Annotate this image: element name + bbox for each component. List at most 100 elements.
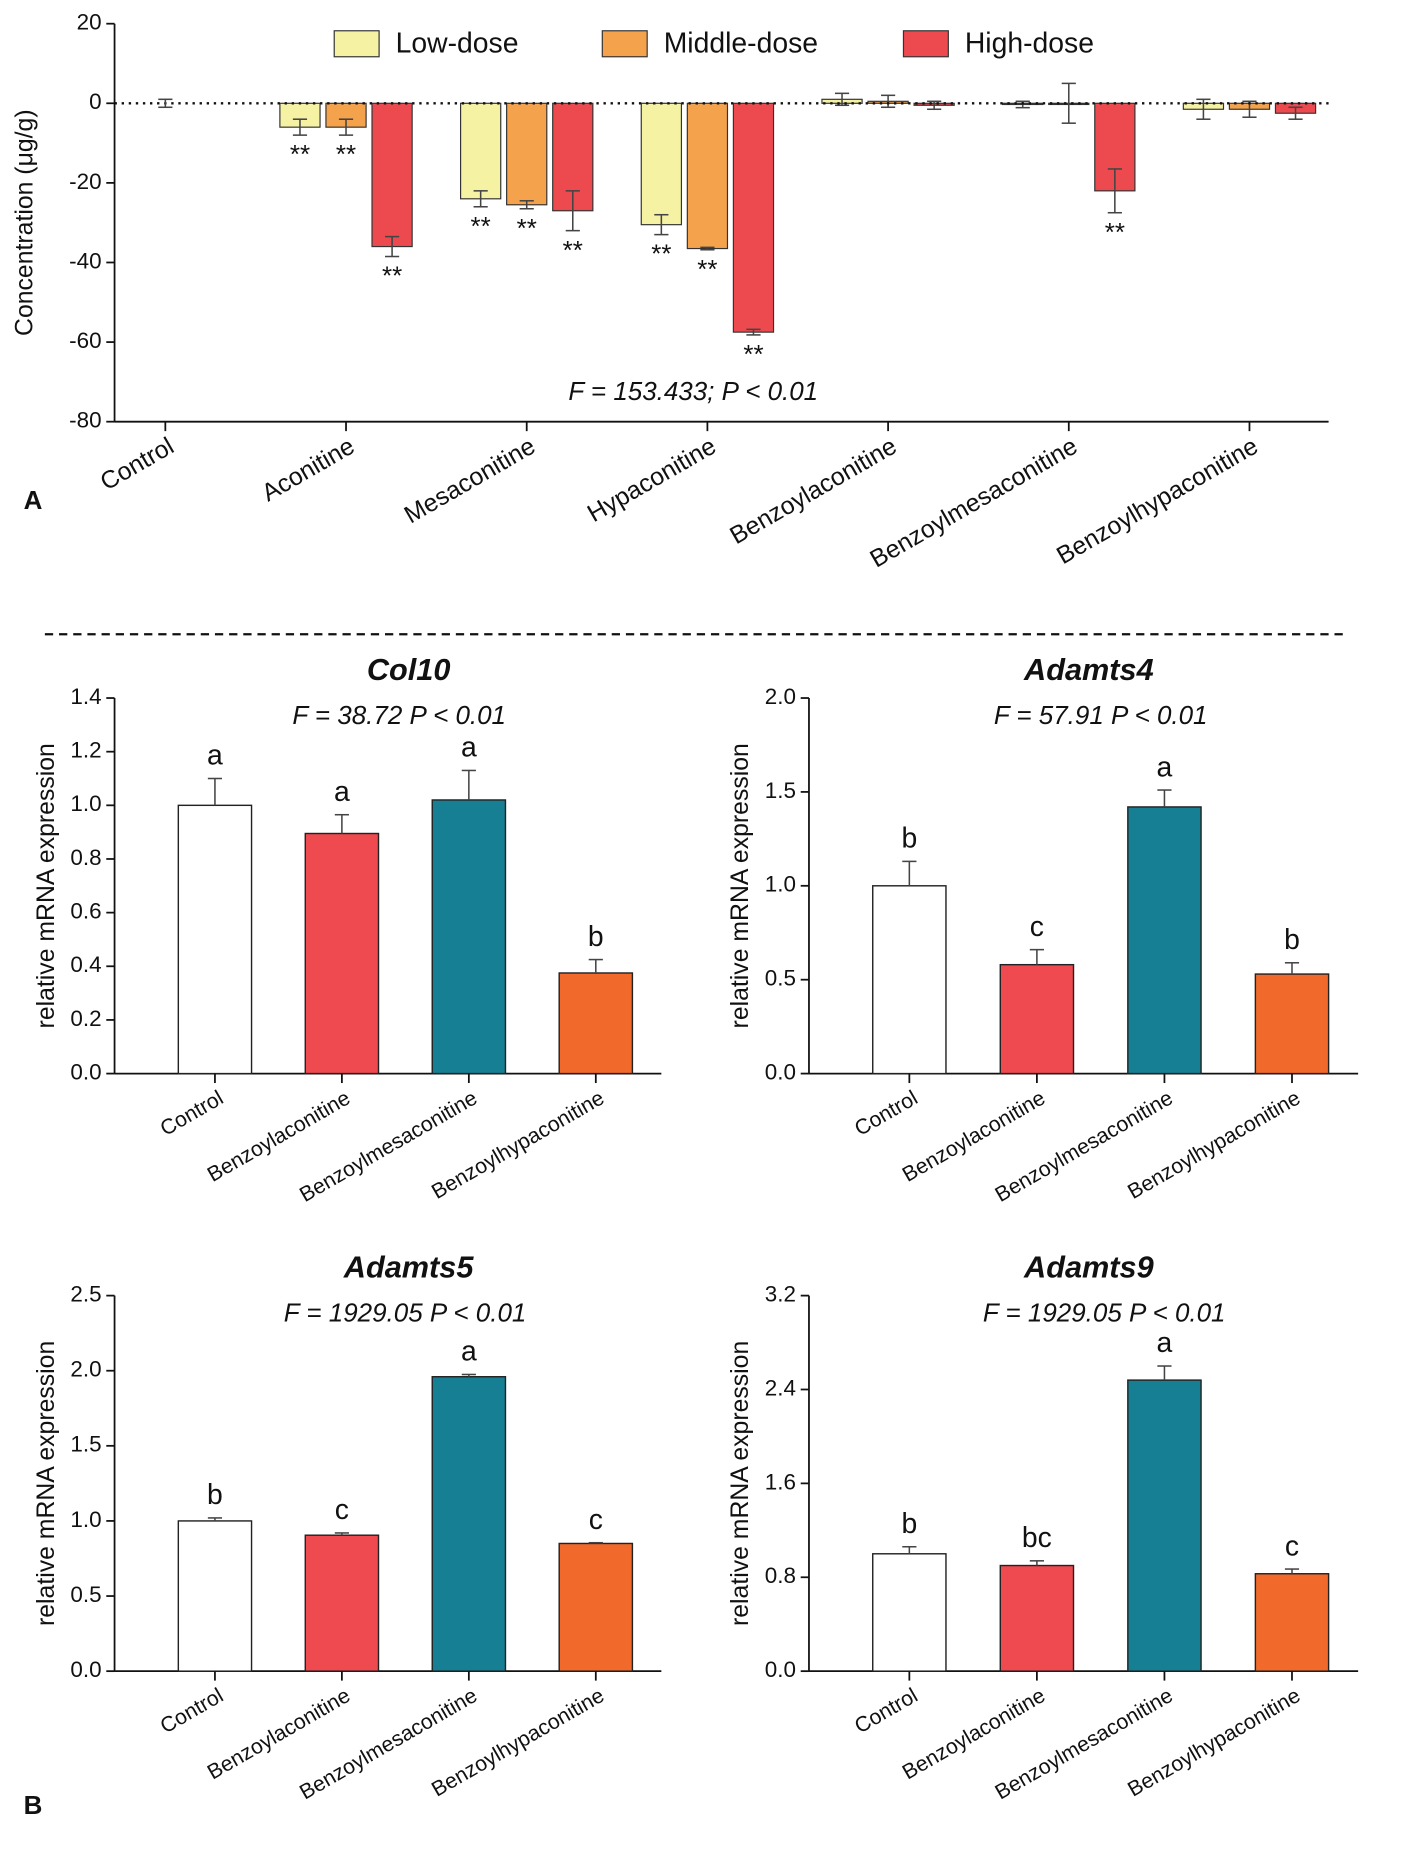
y-axis-label: relative mRNA expression [727,743,754,1028]
y-tick-label: 0.4 [70,952,101,977]
bar [558,1542,634,1672]
panel-label: B [24,1790,43,1820]
significance-letter: c [1030,911,1044,943]
bar [872,885,947,1075]
y-tick-label: 3.2 [765,1282,796,1307]
significance-letter: a [461,732,477,764]
y-tick-label: 1.5 [70,1432,101,1457]
bar [431,1376,507,1672]
y-tick-label: 1.6 [765,1469,796,1494]
significance: ** [336,139,356,169]
bar [304,1534,380,1672]
bar [506,102,548,206]
bar [558,972,634,1075]
x-tick-label: Benzoylhypaconitine [1052,433,1262,570]
y-tick-label: -60 [69,328,101,353]
legend-swatch [902,30,949,58]
y-tick-label: 1.5 [765,778,796,803]
x-tick-label: Control [850,1683,921,1738]
bar [1254,973,1330,1075]
y-tick-label: 1.2 [70,738,101,763]
y-tick-label: 0 [89,89,101,114]
x-tick-label: Mesaconitine [400,433,540,529]
bar [872,1553,947,1672]
x-tick-label: Hypaconitine [583,433,721,528]
y-tick-label: 2.0 [70,1357,101,1382]
x-tick-label: Benzoylaconitine [726,433,902,550]
y-tick-label: -80 [69,408,101,433]
legend-label: Middle-dose [664,27,818,59]
significance-letter: a [461,1336,477,1368]
significance-letter: b [588,921,604,953]
x-tick-label: Aconitine [258,433,360,507]
y-tick-label: 0.0 [765,1657,796,1682]
y-tick-label: 0.8 [765,1563,796,1588]
significance-letter: a [207,740,223,772]
y-tick-label: -40 [69,248,101,273]
stat-text: F = 1929.05 P < 0.01 [284,1297,527,1327]
x-tick-label: Control [156,1086,227,1141]
y-tick-label: 1.0 [70,791,101,816]
chart-title: Col10 [367,652,451,687]
bar [177,804,253,1075]
bar [640,102,683,226]
chart-title: Adamts5 [343,1250,475,1285]
y-tick-label: 2.0 [765,684,796,709]
significance-letter: b [1284,924,1300,956]
panel-label: A [24,485,43,515]
y-tick-label: 1.0 [70,1507,101,1532]
x-tick-label: Control [156,1683,227,1738]
bar [999,1564,1075,1672]
y-tick-label: 1.4 [70,684,101,709]
significance-letter: c [335,1494,349,1526]
chart-title: Adamts4 [1023,652,1154,687]
legend-label: High-dose [965,27,1094,59]
significance-letter: a [1157,751,1173,783]
bar [459,102,502,200]
x-tick-label: Control [96,433,179,496]
y-tick-label: 0.2 [70,1006,101,1031]
stat-text: F = 1929.05 P < 0.01 [983,1297,1226,1327]
significance-letter: b [901,1508,917,1540]
legend-swatch [333,30,380,58]
significance: ** [563,235,583,265]
significance: ** [382,261,402,291]
bar [732,102,775,333]
y-tick-label: 1.0 [765,872,796,897]
y-tick-label: 0.8 [70,845,101,870]
significance: ** [697,254,717,284]
y-tick-label: 0.0 [70,1060,101,1085]
stat-text: F = 38.72 P < 0.01 [292,700,506,730]
bar [177,1520,253,1672]
bar [686,102,729,250]
significance-letter: bc [1022,1522,1052,1554]
y-tick-label: -20 [69,169,101,194]
y-tick-label: 20 [77,10,102,35]
significance-letter: c [589,1504,603,1536]
chart-title: Adamts9 [1023,1250,1154,1285]
significance: ** [743,339,763,369]
significance-letter: b [207,1479,223,1511]
significance: ** [290,139,310,169]
legend-label: Low-dose [396,27,519,59]
y-tick-label: 2.4 [765,1375,796,1400]
significance: ** [1105,217,1125,247]
y-tick-label: 0.6 [70,899,101,924]
bar [304,832,380,1075]
y-axis-label: Concentration (μg/g) [12,109,39,336]
bar [1127,1379,1202,1672]
y-tick-label: 0.0 [765,1060,796,1085]
significance-letter: a [334,776,350,808]
y-tick-label: 0.5 [765,966,796,991]
bar [1127,806,1202,1075]
bar [431,799,507,1075]
y-axis-label: relative mRNA expression [727,1341,754,1626]
y-axis-label: relative mRNA expression [33,743,60,1028]
stat-text: F = 153.433; P < 0.01 [568,376,818,406]
bar [1254,1573,1330,1672]
x-tick-label: Control [850,1086,921,1141]
significance: ** [471,211,491,241]
y-tick-label: 0.0 [70,1657,101,1682]
legend-swatch [601,30,648,58]
